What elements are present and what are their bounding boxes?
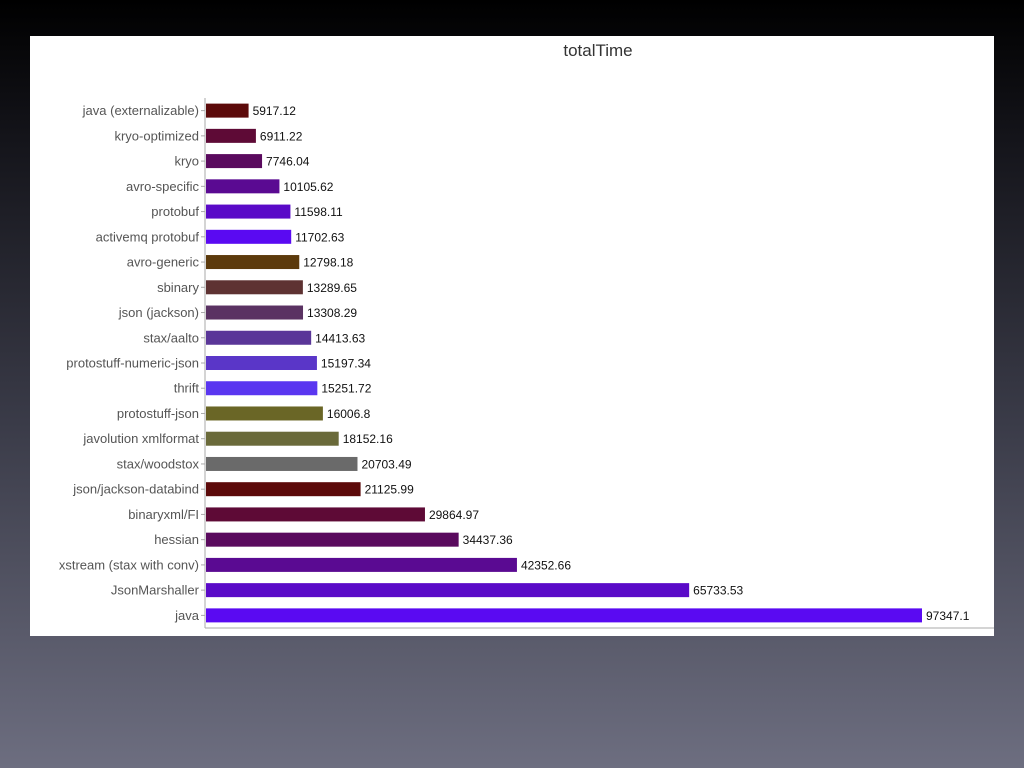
value-label: 13308.29 bbox=[307, 306, 357, 320]
bar bbox=[206, 557, 517, 572]
bar bbox=[206, 507, 425, 522]
value-label: 13289.65 bbox=[307, 281, 357, 295]
value-label: 34437.36 bbox=[463, 533, 513, 547]
chart-bars bbox=[206, 103, 922, 623]
category-label: stax/aalto bbox=[143, 330, 199, 345]
value-label: 65733.53 bbox=[693, 584, 743, 598]
value-label: 5917.12 bbox=[253, 104, 297, 118]
value-label: 15251.72 bbox=[321, 382, 371, 396]
category-label: sbinary bbox=[157, 280, 199, 295]
bar bbox=[206, 305, 304, 320]
category-label: java (externalizable) bbox=[82, 103, 199, 118]
chart-slide: totalTime java (externalizable) 5917.12 kr… bbox=[30, 36, 994, 636]
bar bbox=[206, 406, 323, 421]
category-label: JsonMarshaller bbox=[111, 583, 200, 598]
bar bbox=[206, 381, 318, 396]
value-label: 12798.18 bbox=[303, 256, 353, 270]
bar bbox=[206, 356, 317, 370]
value-label: 18152.16 bbox=[343, 432, 393, 446]
category-label: stax/woodstox bbox=[117, 456, 200, 471]
bar bbox=[206, 128, 256, 143]
category-label: avro-generic bbox=[127, 255, 200, 270]
value-label: 10105.62 bbox=[283, 180, 333, 194]
category-label: xstream (stax with conv) bbox=[59, 557, 199, 572]
bar bbox=[206, 431, 339, 446]
value-label: 42352.66 bbox=[521, 558, 571, 572]
value-label: 20703.49 bbox=[361, 457, 411, 471]
category-label: json (jackson) bbox=[118, 305, 199, 320]
bar-chart: totalTime java (externalizable) 5917.12 kr… bbox=[59, 41, 994, 629]
category-label: kryo-optimized bbox=[114, 128, 199, 143]
chart-axes bbox=[201, 98, 994, 629]
category-label: javolution xmlformat bbox=[82, 431, 199, 446]
category-label: kryo bbox=[174, 154, 199, 169]
value-label: 97347.1 bbox=[926, 609, 970, 623]
category-label: binaryxml/FI bbox=[128, 507, 199, 522]
category-label: activemq protobuf bbox=[96, 229, 200, 244]
bar bbox=[206, 103, 249, 118]
bar bbox=[206, 255, 300, 270]
value-label: 11598.11 bbox=[294, 205, 343, 219]
category-label: avro-specific bbox=[126, 179, 199, 194]
bar bbox=[206, 608, 922, 623]
value-label: 16006.8 bbox=[327, 407, 371, 421]
value-label: 11702.63 bbox=[295, 230, 344, 244]
value-label: 29864.97 bbox=[429, 508, 479, 522]
chart-labels: java (externalizable) 5917.12 kryo-optimiz… bbox=[59, 103, 970, 623]
bar bbox=[206, 229, 292, 244]
bar bbox=[206, 583, 690, 598]
value-label: 15197.34 bbox=[321, 357, 371, 371]
bar bbox=[206, 330, 312, 345]
bar bbox=[206, 204, 291, 219]
bar bbox=[206, 179, 280, 194]
bar bbox=[206, 280, 303, 295]
category-label: protostuff-json bbox=[117, 406, 199, 421]
value-label: 14413.63 bbox=[315, 331, 365, 345]
value-label: 21125.99 bbox=[365, 483, 414, 497]
category-label: protostuff-numeric-json bbox=[66, 356, 199, 371]
category-label: hessian bbox=[154, 532, 199, 547]
value-label: 7746.04 bbox=[266, 155, 310, 169]
category-label: thrift bbox=[174, 381, 200, 396]
bar bbox=[206, 154, 263, 169]
category-label: json/jackson-databind bbox=[72, 482, 199, 497]
chart-title: totalTime bbox=[563, 41, 632, 60]
bar bbox=[206, 532, 459, 547]
bar bbox=[206, 456, 358, 471]
bar bbox=[206, 482, 361, 497]
category-label: protobuf bbox=[151, 204, 199, 219]
category-label: java bbox=[174, 608, 200, 623]
value-label: 6911.22 bbox=[260, 129, 303, 143]
